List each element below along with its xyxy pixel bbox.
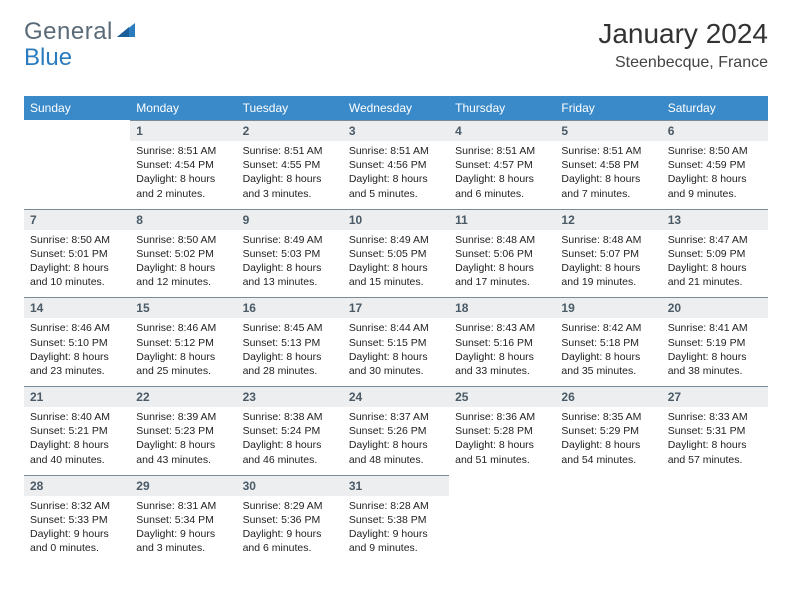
brand-part2-wrap: Blue [24, 44, 72, 72]
day-content: Sunrise: 8:51 AMSunset: 4:58 PMDaylight:… [555, 141, 661, 209]
day-content: Sunrise: 8:51 AMSunset: 4:56 PMDaylight:… [343, 141, 449, 209]
day-number: 16 [237, 298, 343, 319]
location-label: Steenbecque, France [598, 54, 768, 72]
day-number: 24 [343, 387, 449, 408]
day-header: Saturday [662, 96, 768, 121]
day-number: 4 [449, 121, 555, 142]
day-number [24, 121, 130, 142]
logo-triangle-icon [117, 18, 137, 46]
day-content: Sunrise: 8:37 AMSunset: 5:26 PMDaylight:… [343, 407, 449, 475]
content-row: Sunrise: 8:50 AMSunset: 5:01 PMDaylight:… [24, 230, 768, 298]
day-content: Sunrise: 8:48 AMSunset: 5:06 PMDaylight:… [449, 230, 555, 298]
daynum-row: 78910111213 [24, 209, 768, 230]
day-number [662, 475, 768, 496]
day-header: Sunday [24, 96, 130, 121]
day-number: 6 [662, 121, 768, 142]
day-content: Sunrise: 8:41 AMSunset: 5:19 PMDaylight:… [662, 318, 768, 386]
content-row: Sunrise: 8:51 AMSunset: 4:54 PMDaylight:… [24, 141, 768, 209]
day-content: Sunrise: 8:40 AMSunset: 5:21 PMDaylight:… [24, 407, 130, 475]
daynum-row: 123456 [24, 121, 768, 142]
daynum-row: 14151617181920 [24, 298, 768, 319]
calendar-head: SundayMondayTuesdayWednesdayThursdayFrid… [24, 96, 768, 121]
day-content: Sunrise: 8:49 AMSunset: 5:03 PMDaylight:… [237, 230, 343, 298]
title-block: January 2024 Steenbecque, France [598, 18, 768, 72]
day-number: 26 [555, 387, 661, 408]
day-number: 1 [130, 121, 236, 142]
day-number: 19 [555, 298, 661, 319]
day-content [449, 496, 555, 564]
day-number: 20 [662, 298, 768, 319]
day-header: Tuesday [237, 96, 343, 121]
day-number: 14 [24, 298, 130, 319]
day-number: 18 [449, 298, 555, 319]
day-content: Sunrise: 8:42 AMSunset: 5:18 PMDaylight:… [555, 318, 661, 386]
day-content: Sunrise: 8:48 AMSunset: 5:07 PMDaylight:… [555, 230, 661, 298]
day-number: 27 [662, 387, 768, 408]
day-number: 28 [24, 475, 130, 496]
day-number [449, 475, 555, 496]
day-content: Sunrise: 8:35 AMSunset: 5:29 PMDaylight:… [555, 407, 661, 475]
daynum-row: 28293031 [24, 475, 768, 496]
day-content: Sunrise: 8:32 AMSunset: 5:33 PMDaylight:… [24, 496, 130, 564]
day-header: Monday [130, 96, 236, 121]
day-content: Sunrise: 8:50 AMSunset: 5:02 PMDaylight:… [130, 230, 236, 298]
calendar-table: SundayMondayTuesdayWednesdayThursdayFrid… [24, 96, 768, 563]
day-content: Sunrise: 8:46 AMSunset: 5:10 PMDaylight:… [24, 318, 130, 386]
day-content: Sunrise: 8:47 AMSunset: 5:09 PMDaylight:… [662, 230, 768, 298]
day-number: 10 [343, 209, 449, 230]
day-content: Sunrise: 8:51 AMSunset: 4:57 PMDaylight:… [449, 141, 555, 209]
day-number: 30 [237, 475, 343, 496]
day-content [555, 496, 661, 564]
day-number: 8 [130, 209, 236, 230]
content-row: Sunrise: 8:46 AMSunset: 5:10 PMDaylight:… [24, 318, 768, 386]
day-content: Sunrise: 8:49 AMSunset: 5:05 PMDaylight:… [343, 230, 449, 298]
calendar-body: 123456Sunrise: 8:51 AMSunset: 4:54 PMDay… [24, 121, 768, 564]
day-number: 23 [237, 387, 343, 408]
day-content: Sunrise: 8:51 AMSunset: 4:55 PMDaylight:… [237, 141, 343, 209]
content-row: Sunrise: 8:40 AMSunset: 5:21 PMDaylight:… [24, 407, 768, 475]
day-number: 5 [555, 121, 661, 142]
day-content: Sunrise: 8:29 AMSunset: 5:36 PMDaylight:… [237, 496, 343, 564]
day-content: Sunrise: 8:39 AMSunset: 5:23 PMDaylight:… [130, 407, 236, 475]
day-number: 2 [237, 121, 343, 142]
day-number: 15 [130, 298, 236, 319]
day-content: Sunrise: 8:46 AMSunset: 5:12 PMDaylight:… [130, 318, 236, 386]
day-content: Sunrise: 8:28 AMSunset: 5:38 PMDaylight:… [343, 496, 449, 564]
brand-logo: General [24, 18, 139, 46]
day-number: 25 [449, 387, 555, 408]
day-number: 13 [662, 209, 768, 230]
day-number: 17 [343, 298, 449, 319]
day-content: Sunrise: 8:45 AMSunset: 5:13 PMDaylight:… [237, 318, 343, 386]
day-content: Sunrise: 8:50 AMSunset: 5:01 PMDaylight:… [24, 230, 130, 298]
day-number: 12 [555, 209, 661, 230]
day-number: 9 [237, 209, 343, 230]
brand-part1: General [24, 18, 113, 46]
day-content: Sunrise: 8:51 AMSunset: 4:54 PMDaylight:… [130, 141, 236, 209]
day-content: Sunrise: 8:50 AMSunset: 4:59 PMDaylight:… [662, 141, 768, 209]
day-number: 29 [130, 475, 236, 496]
header: General January 2024 Steenbecque, France [24, 18, 768, 72]
content-row: Sunrise: 8:32 AMSunset: 5:33 PMDaylight:… [24, 496, 768, 564]
day-number [555, 475, 661, 496]
day-number: 31 [343, 475, 449, 496]
day-content: Sunrise: 8:44 AMSunset: 5:15 PMDaylight:… [343, 318, 449, 386]
day-content: Sunrise: 8:33 AMSunset: 5:31 PMDaylight:… [662, 407, 768, 475]
day-number: 7 [24, 209, 130, 230]
month-title: January 2024 [598, 18, 768, 50]
day-content [24, 141, 130, 209]
day-number: 21 [24, 387, 130, 408]
day-header: Wednesday [343, 96, 449, 121]
day-header: Thursday [449, 96, 555, 121]
day-content: Sunrise: 8:36 AMSunset: 5:28 PMDaylight:… [449, 407, 555, 475]
daynum-row: 21222324252627 [24, 387, 768, 408]
day-content: Sunrise: 8:43 AMSunset: 5:16 PMDaylight:… [449, 318, 555, 386]
day-content [662, 496, 768, 564]
day-number: 22 [130, 387, 236, 408]
day-number: 11 [449, 209, 555, 230]
day-content: Sunrise: 8:38 AMSunset: 5:24 PMDaylight:… [237, 407, 343, 475]
day-number: 3 [343, 121, 449, 142]
day-header: Friday [555, 96, 661, 121]
brand-part2: Blue [24, 44, 72, 71]
day-content: Sunrise: 8:31 AMSunset: 5:34 PMDaylight:… [130, 496, 236, 564]
